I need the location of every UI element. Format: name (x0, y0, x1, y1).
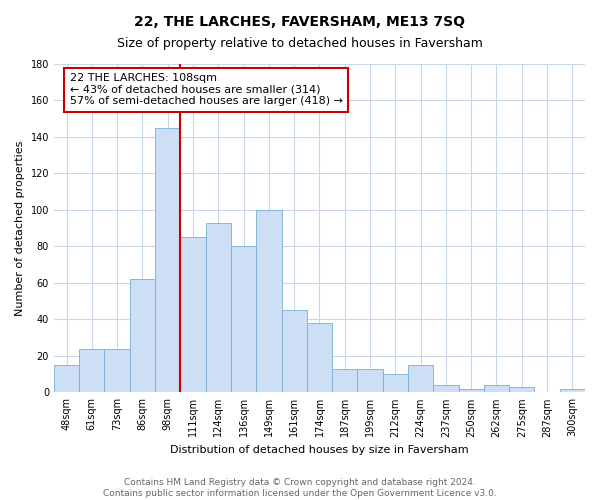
Text: 22, THE LARCHES, FAVERSHAM, ME13 7SQ: 22, THE LARCHES, FAVERSHAM, ME13 7SQ (134, 15, 466, 29)
Bar (509, 387, 535, 392)
X-axis label: Distribution of detached houses by size in Faversham: Distribution of detached houses by size … (170, 445, 469, 455)
Bar (181, 238, 206, 392)
Bar (307, 323, 332, 392)
Bar (332, 368, 358, 392)
Bar (256, 210, 281, 392)
Bar (79, 348, 104, 393)
Bar (408, 365, 433, 392)
Bar (130, 279, 155, 392)
Bar (484, 385, 509, 392)
Bar (231, 246, 256, 392)
Bar (281, 310, 307, 392)
Text: Contains HM Land Registry data © Crown copyright and database right 2024.
Contai: Contains HM Land Registry data © Crown c… (103, 478, 497, 498)
Bar (383, 374, 408, 392)
Bar (54, 365, 79, 392)
Bar (104, 348, 130, 393)
Text: Size of property relative to detached houses in Faversham: Size of property relative to detached ho… (117, 38, 483, 51)
Bar (155, 128, 181, 392)
Bar (458, 388, 484, 392)
Y-axis label: Number of detached properties: Number of detached properties (15, 140, 25, 316)
Bar (433, 385, 458, 392)
Bar (206, 222, 231, 392)
Text: 22 THE LARCHES: 108sqm
← 43% of detached houses are smaller (314)
57% of semi-de: 22 THE LARCHES: 108sqm ← 43% of detached… (70, 73, 343, 106)
Bar (560, 388, 585, 392)
Bar (358, 368, 383, 392)
